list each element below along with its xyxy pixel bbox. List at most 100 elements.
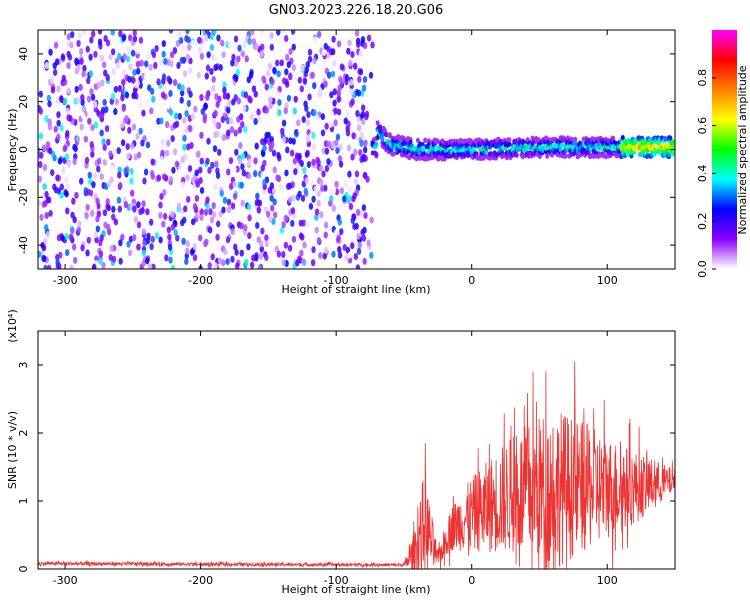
heatmap-cell bbox=[199, 213, 204, 221]
heatmap-cell bbox=[48, 48, 53, 56]
heatmap-cell bbox=[77, 31, 82, 39]
heatmap-cell bbox=[126, 240, 131, 248]
heatmap-cell bbox=[668, 135, 673, 141]
heatmap-cell bbox=[161, 173, 167, 181]
heatmap-cell bbox=[355, 208, 361, 216]
heatmap-cell bbox=[573, 136, 578, 142]
heatmap-cell bbox=[355, 264, 361, 269]
heatmap-cell bbox=[247, 38, 252, 46]
heatmap-cell bbox=[312, 57, 317, 65]
heatmap-cell bbox=[158, 236, 163, 244]
heatmap-cell bbox=[130, 49, 136, 57]
heatmap-cell bbox=[185, 30, 190, 35]
spectrogram-x-tick-label: -200 bbox=[188, 274, 213, 287]
heatmap-cell bbox=[80, 112, 86, 120]
heatmap-cell bbox=[53, 125, 58, 133]
heatmap-cell bbox=[93, 50, 98, 58]
heatmap-cell bbox=[286, 94, 292, 102]
heatmap-cell bbox=[338, 160, 344, 168]
heatmap-cell bbox=[337, 218, 343, 226]
heatmap-cell bbox=[353, 148, 358, 156]
heatmap-cell bbox=[362, 257, 367, 265]
heatmap-cell bbox=[136, 221, 142, 229]
spectrogram-y-tick-label: 20 bbox=[17, 95, 30, 109]
heatmap-cell bbox=[59, 183, 65, 191]
heatmap-cell bbox=[269, 32, 274, 40]
heatmap-cell bbox=[122, 69, 127, 77]
heatmap-cell bbox=[333, 107, 338, 115]
heatmap-cell bbox=[290, 219, 295, 227]
heatmap-cell bbox=[302, 77, 308, 85]
heatmap-cell bbox=[322, 252, 328, 260]
heatmap-cell bbox=[337, 251, 343, 259]
heatmap-cell bbox=[166, 139, 171, 147]
heatmap-cell bbox=[558, 147, 563, 153]
heatmap-cell bbox=[233, 129, 238, 137]
heatmap-cell bbox=[207, 166, 212, 174]
heatmap-cell bbox=[359, 131, 365, 139]
heatmap-cell bbox=[356, 247, 362, 255]
heatmap-cell bbox=[141, 200, 146, 208]
heatmap-cell bbox=[178, 36, 184, 44]
heatmap-cell bbox=[299, 249, 304, 257]
heatmap-cell bbox=[52, 68, 58, 76]
heatmap-cell bbox=[196, 71, 202, 79]
heatmap-cell bbox=[122, 53, 127, 61]
heatmap-cell bbox=[101, 138, 106, 146]
heatmap-cell bbox=[198, 176, 203, 184]
heatmap-cell bbox=[278, 183, 284, 191]
heatmap-cell bbox=[264, 234, 269, 242]
heatmap-cell bbox=[180, 84, 185, 92]
heatmap-cell bbox=[205, 157, 210, 165]
heatmap-cell bbox=[339, 116, 345, 124]
heatmap-cell bbox=[292, 157, 298, 165]
heatmap-cell bbox=[291, 194, 296, 202]
heatmap-cell bbox=[117, 171, 122, 179]
heatmap-cells bbox=[38, 30, 675, 269]
heatmap-cell bbox=[74, 191, 79, 199]
heatmap-cell bbox=[208, 226, 213, 234]
heatmap-cell bbox=[143, 168, 149, 176]
heatmap-cell bbox=[343, 92, 348, 100]
heatmap-cell bbox=[331, 250, 336, 258]
heatmap-cell bbox=[184, 258, 189, 266]
heatmap-cell bbox=[277, 154, 282, 162]
heatmap-cell bbox=[171, 166, 176, 174]
snr-x-axis: -300 -200 -100 0 100 bbox=[53, 331, 618, 587]
heatmap-cell bbox=[264, 131, 269, 139]
heatmap-cell bbox=[350, 98, 355, 106]
heatmap-cell bbox=[349, 78, 354, 86]
heatmap-cell bbox=[53, 41, 59, 49]
heatmap-cell bbox=[126, 152, 131, 160]
heatmap-cell bbox=[672, 139, 675, 145]
heatmap-cell bbox=[54, 58, 60, 66]
heatmap-cell bbox=[310, 71, 315, 79]
heatmap-cell bbox=[38, 107, 43, 115]
heatmap-cell bbox=[92, 172, 98, 180]
heatmap-cell bbox=[286, 61, 292, 69]
heatmap-cell bbox=[283, 35, 289, 43]
heatmap-cell bbox=[336, 95, 342, 103]
spectrogram-y-label: Frequency (Hz) bbox=[6, 109, 19, 192]
heatmap-cell bbox=[44, 190, 49, 198]
heatmap-cell bbox=[78, 47, 84, 55]
heatmap-cell bbox=[272, 198, 277, 206]
heatmap-cell bbox=[129, 168, 134, 176]
heatmap-cell bbox=[507, 137, 512, 143]
heatmap-cell bbox=[132, 234, 137, 242]
heatmap-cell bbox=[298, 96, 304, 104]
heatmap-cell bbox=[214, 160, 219, 168]
heatmap-cell bbox=[284, 169, 289, 177]
colorbar-ticks: 0.0 0.2 0.4 0.6 0.8 bbox=[696, 69, 716, 278]
heatmap-cell bbox=[281, 251, 286, 259]
heatmap-cell bbox=[227, 99, 232, 107]
heatmap-cell bbox=[126, 46, 132, 54]
heatmap-cell bbox=[354, 30, 360, 37]
heatmap-cell bbox=[182, 216, 187, 224]
heatmap-cell bbox=[332, 88, 338, 96]
heatmap-cell bbox=[183, 205, 188, 213]
heatmap-cell bbox=[345, 111, 350, 119]
heatmap-cell bbox=[131, 77, 136, 85]
heatmap-cell bbox=[220, 116, 226, 124]
heatmap-cell bbox=[240, 163, 245, 171]
